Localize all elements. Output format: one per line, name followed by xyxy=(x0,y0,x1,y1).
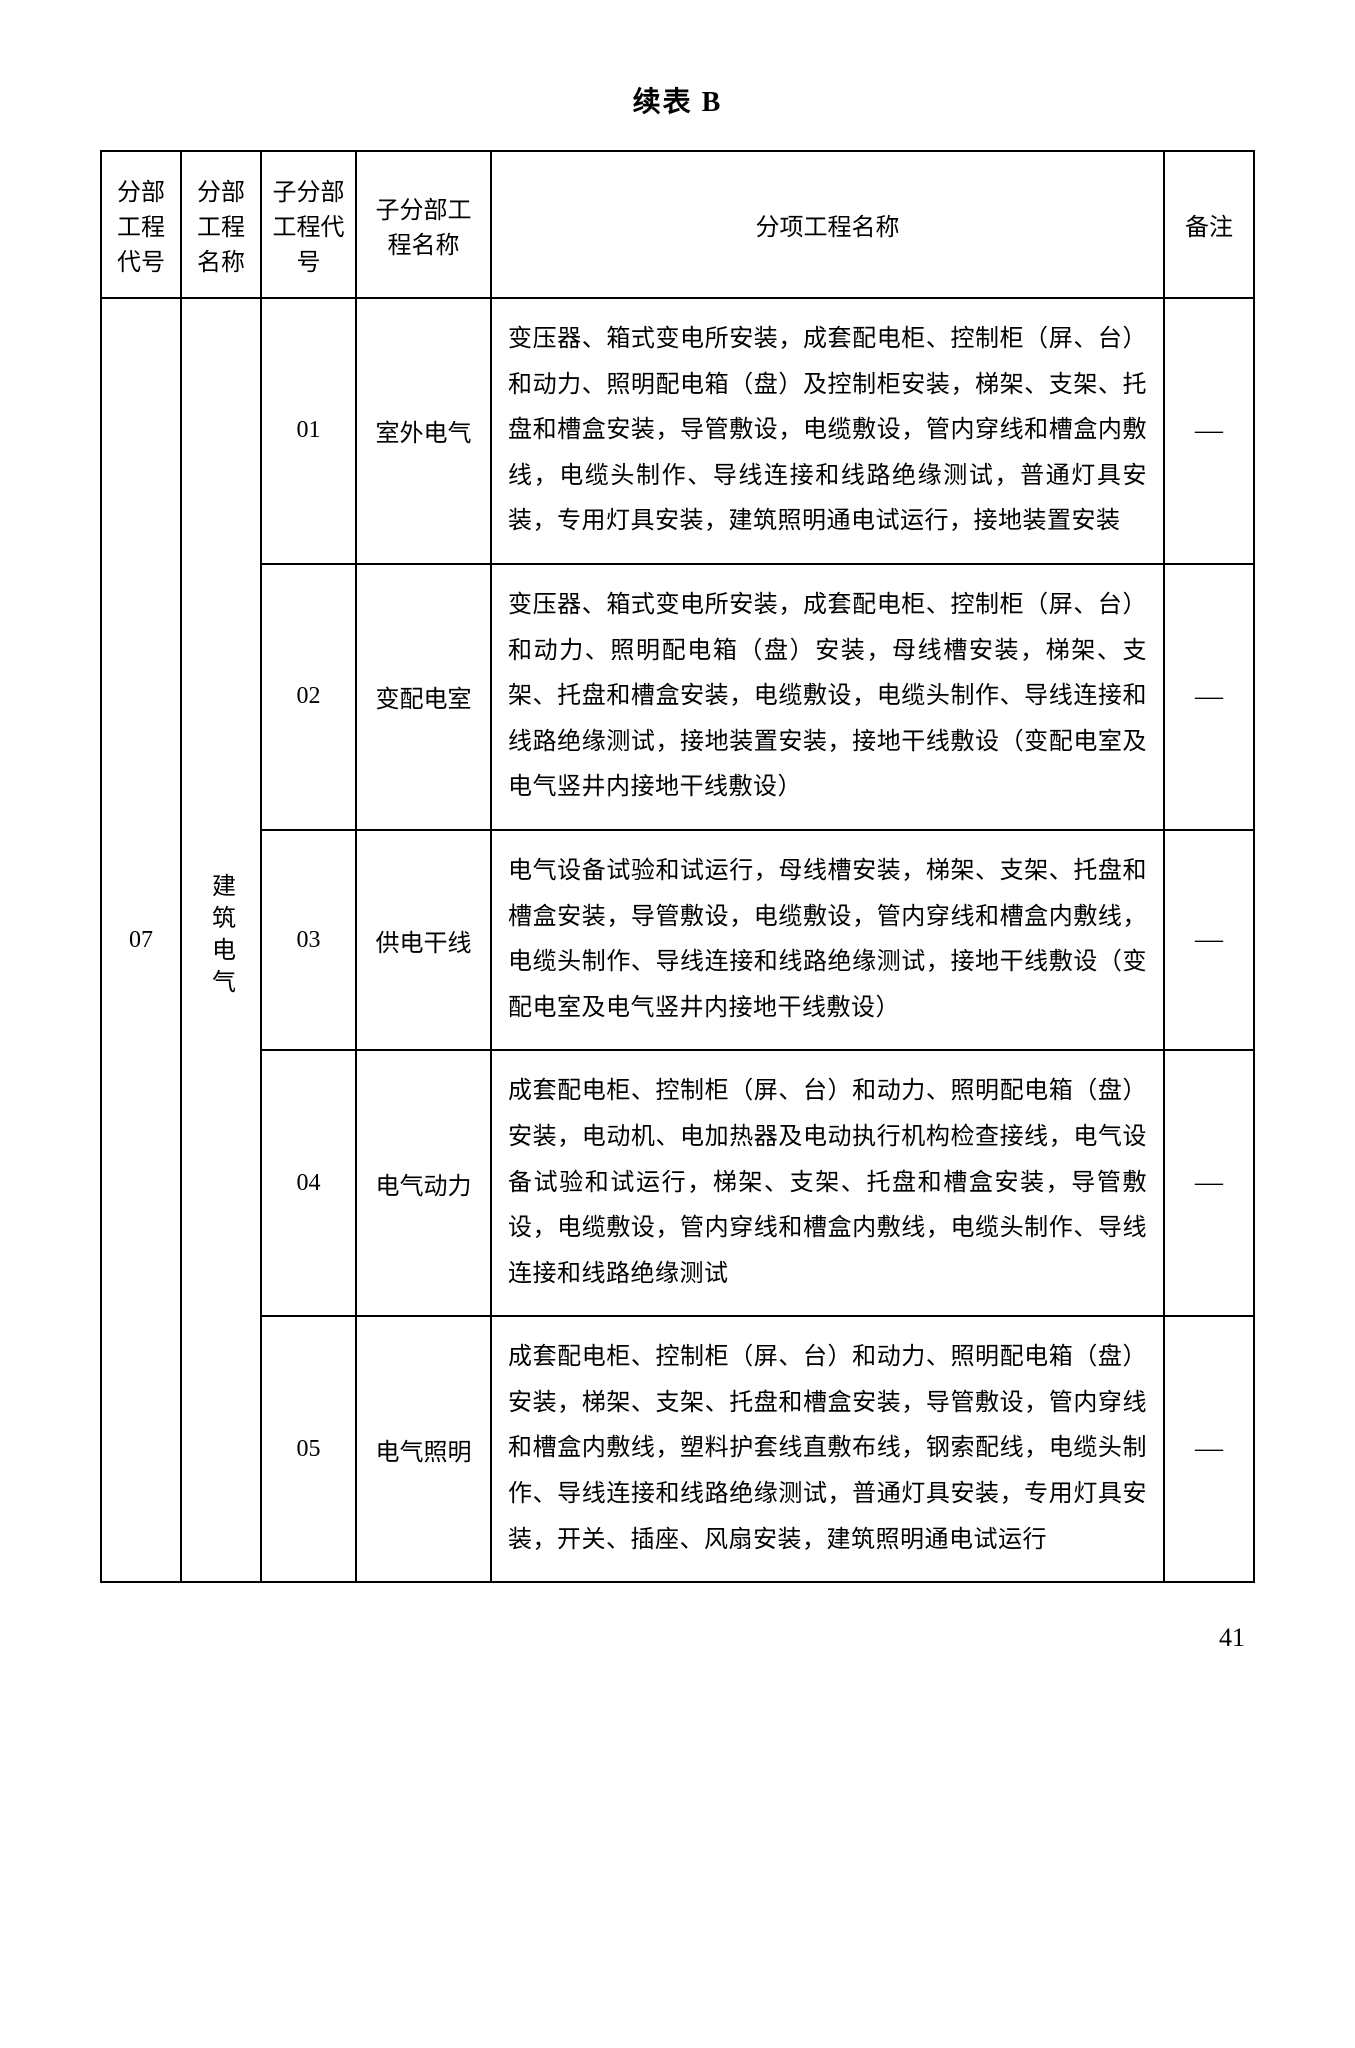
note-cell: — xyxy=(1164,1316,1254,1582)
desc-cell: 成套配电柜、控制柜（屏、台）和动力、照明配电箱（盘）安装，梯架、支架、托盘和槽盒… xyxy=(491,1316,1164,1582)
sub-name-cell: 室外电气 xyxy=(356,298,491,564)
note-cell: — xyxy=(1164,1050,1254,1316)
sub-name-cell: 变配电室 xyxy=(356,564,491,830)
table-row: 05电气照明成套配电柜、控制柜（屏、台）和动力、照明配电箱（盘）安装，梯架、支架… xyxy=(101,1316,1254,1582)
main-table: 分部工程代号 分部工程名称 子分部工程代号 子分部工程名称 分项工程名称 备注 … xyxy=(100,150,1255,1583)
table-body: 07建筑电气01室外电气变压器、箱式变电所安装，成套配电柜、控制柜（屏、台）和动… xyxy=(101,298,1254,1582)
header-col-3: 子分部工程代号 xyxy=(261,151,356,298)
sub-name-cell: 电气照明 xyxy=(356,1316,491,1582)
header-col-4: 子分部工程名称 xyxy=(356,151,491,298)
page-number: 41 xyxy=(100,1623,1255,1653)
desc-cell: 变压器、箱式变电所安装，成套配电柜、控制柜（屏、台）和动力、照明配电箱（盘）及控… xyxy=(491,298,1164,564)
note-cell: — xyxy=(1164,830,1254,1050)
desc-cell: 电气设备试验和试运行，母线槽安装，梯架、支架、托盘和槽盒安装，导管敷设，电缆敷设… xyxy=(491,830,1164,1050)
sub-code-cell: 02 xyxy=(261,564,356,830)
table-header-row: 分部工程代号 分部工程名称 子分部工程代号 子分部工程名称 分项工程名称 备注 xyxy=(101,151,1254,298)
desc-cell: 成套配电柜、控制柜（屏、台）和动力、照明配电箱（盘）安装，电动机、电加热器及电动… xyxy=(491,1050,1164,1316)
sub-code-cell: 04 xyxy=(261,1050,356,1316)
sub-name-cell: 电气动力 xyxy=(356,1050,491,1316)
sub-code-cell: 01 xyxy=(261,298,356,564)
sub-code-cell: 05 xyxy=(261,1316,356,1582)
note-cell: — xyxy=(1164,298,1254,564)
table-row: 03供电干线电气设备试验和试运行，母线槽安装，梯架、支架、托盘和槽盒安装，导管敷… xyxy=(101,830,1254,1050)
header-col-1: 分部工程代号 xyxy=(101,151,181,298)
header-col-6: 备注 xyxy=(1164,151,1254,298)
sub-code-cell: 03 xyxy=(261,830,356,1050)
table-row: 02变配电室变压器、箱式变电所安装，成套配电柜、控制柜（屏、台）和动力、照明配电… xyxy=(101,564,1254,830)
table-title: 续表 B xyxy=(100,80,1255,120)
sub-name-cell: 供电干线 xyxy=(356,830,491,1050)
header-col-5: 分项工程名称 xyxy=(491,151,1164,298)
section-name-cell: 建筑电气 xyxy=(181,298,261,1582)
note-cell: — xyxy=(1164,564,1254,830)
header-col-2: 分部工程名称 xyxy=(181,151,261,298)
section-code-cell: 07 xyxy=(101,298,181,1582)
desc-cell: 变压器、箱式变电所安装，成套配电柜、控制柜（屏、台）和动力、照明配电箱（盘）安装… xyxy=(491,564,1164,830)
table-row: 07建筑电气01室外电气变压器、箱式变电所安装，成套配电柜、控制柜（屏、台）和动… xyxy=(101,298,1254,564)
table-row: 04电气动力成套配电柜、控制柜（屏、台）和动力、照明配电箱（盘）安装，电动机、电… xyxy=(101,1050,1254,1316)
